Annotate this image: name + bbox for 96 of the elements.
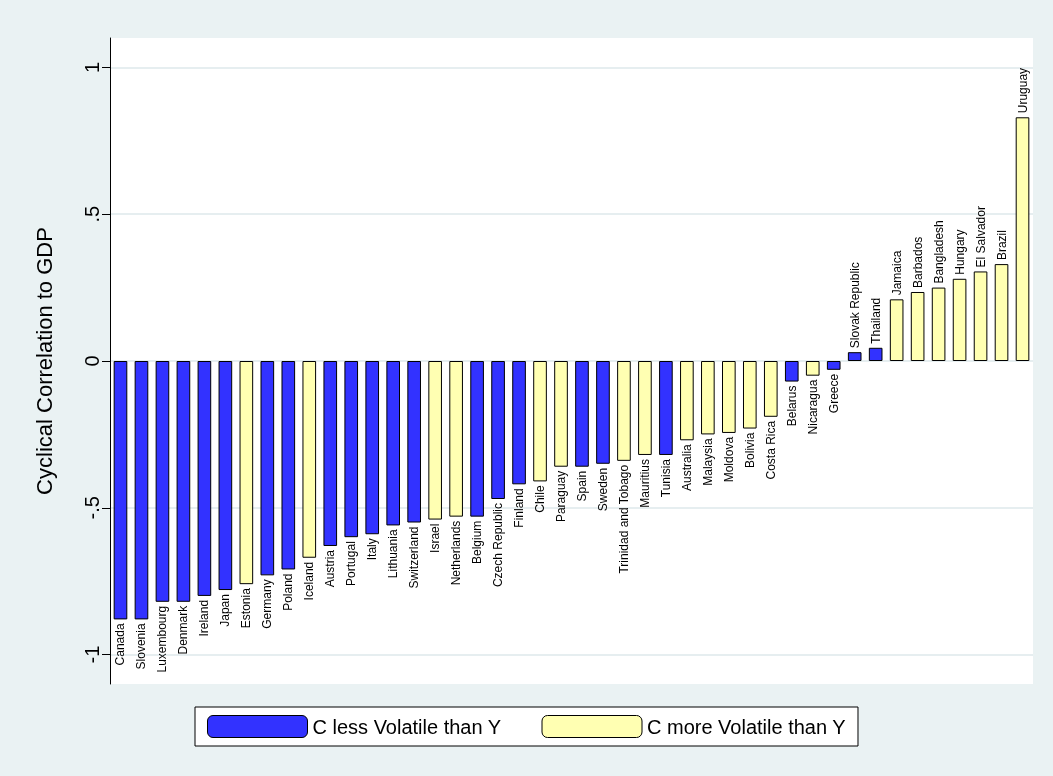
bar <box>847 352 862 361</box>
x-tick-label: Moldova <box>721 436 736 483</box>
bar <box>281 361 296 570</box>
bar <box>512 361 526 485</box>
x-tick-label: Trinidad and Tobago <box>616 464 631 574</box>
x-tick-label: Tunisia <box>658 458 673 498</box>
bar <box>701 361 715 435</box>
x-tick-label: Slovenia <box>134 623 149 670</box>
bar <box>428 361 442 520</box>
legend-label: C less Volatile than Y <box>312 715 502 738</box>
bar <box>386 361 401 526</box>
x-tick-label: Slovak Republic <box>847 262 862 349</box>
bar <box>784 361 799 382</box>
bar <box>680 361 694 441</box>
bar <box>763 361 778 417</box>
x-tick-label: Germany <box>260 579 275 629</box>
x-tick-label: Austria <box>323 549 338 588</box>
x-tick-label: Hungary <box>952 229 967 275</box>
x-tick-label: Ireland <box>197 599 212 637</box>
y-axis-title: Cyclical Correlation to GDP <box>31 227 57 495</box>
x-tick-label: Barbados <box>910 236 925 288</box>
bar <box>113 361 128 620</box>
x-tick-label: Nicaragua <box>805 379 820 435</box>
bar <box>994 264 1009 361</box>
bar <box>260 361 275 576</box>
x-tick-label: Italy <box>365 538 380 561</box>
x-tick-label: Sweden <box>595 467 610 512</box>
x-tick-label: Jamaica <box>889 250 904 296</box>
bar <box>722 361 736 433</box>
x-tick-label: Costa Rica <box>763 420 778 480</box>
bar <box>617 361 631 461</box>
bar <box>155 361 170 602</box>
x-tick-label: Canada <box>113 623 128 666</box>
bar <box>596 361 610 464</box>
x-tick-label: Poland <box>281 573 296 611</box>
x-tick-label: Denmark <box>176 604 191 655</box>
x-tick-label: Belarus <box>784 385 799 427</box>
bar <box>1015 117 1030 361</box>
bar <box>742 361 757 429</box>
bar <box>931 287 946 361</box>
x-tick-label: Brazil <box>994 230 1009 261</box>
x-tick-label: Netherlands <box>449 520 464 586</box>
x-tick-label: Malaysia <box>700 438 715 486</box>
x-tick-label: Japan <box>218 594 233 627</box>
bar <box>302 361 317 558</box>
x-tick-label: Bolivia <box>742 432 757 468</box>
x-tick-label: Lithuania <box>386 529 401 579</box>
x-tick-label: Paraguay <box>554 470 569 523</box>
y-tick-label: .5 <box>81 205 103 223</box>
x-tick-label: Mauritius <box>637 458 652 508</box>
bar <box>323 361 338 546</box>
bar <box>554 361 568 467</box>
y-tick-label: -.5 <box>81 496 103 520</box>
x-tick-label: Uruguay <box>1015 67 1030 114</box>
x-tick-label: Estonia <box>239 587 254 629</box>
x-tick-label: Belgium <box>470 520 485 564</box>
x-tick-label: Switzerland <box>407 526 422 589</box>
x-tick-label: Czech Republic <box>491 503 506 588</box>
x-tick-label: Finland <box>512 488 527 528</box>
bar <box>449 361 463 517</box>
y-tick-label: 0 <box>81 355 103 367</box>
x-tick-label: Portugal <box>344 541 359 586</box>
x-tick-label: Thailand <box>868 297 883 344</box>
bar <box>134 361 149 620</box>
bar <box>470 361 484 517</box>
x-tick-label: El Salvador <box>973 206 988 268</box>
bar <box>344 361 359 538</box>
bar <box>952 278 967 361</box>
x-tick-label: Israel <box>428 523 443 553</box>
legend-label: C more Volatile than Y <box>647 715 846 738</box>
y-tick-label: -1 <box>81 645 103 664</box>
x-tick-label: Greece <box>826 373 841 414</box>
bar <box>365 361 380 535</box>
bar <box>826 361 841 370</box>
bar <box>407 361 421 523</box>
x-tick-label: Luxembourg <box>155 605 170 673</box>
y-tick-label: 1 <box>81 61 103 73</box>
x-tick-label: Iceland <box>302 561 317 601</box>
x-tick-label: Bangladesh <box>931 220 946 284</box>
bar <box>868 347 883 361</box>
bar <box>973 271 988 361</box>
bar <box>239 361 254 585</box>
bar <box>491 361 505 500</box>
bar <box>805 361 820 376</box>
bar <box>638 361 652 455</box>
x-tick-label: Australia <box>679 443 694 491</box>
x-tick-label: Chile <box>533 485 548 513</box>
x-tick-label: Spain <box>574 470 589 502</box>
bar <box>889 299 904 361</box>
bar <box>910 292 925 361</box>
bar <box>197 361 212 596</box>
bar <box>533 361 547 482</box>
bar <box>218 361 233 591</box>
bar <box>176 361 191 602</box>
bar <box>575 361 589 467</box>
bar <box>659 361 673 455</box>
